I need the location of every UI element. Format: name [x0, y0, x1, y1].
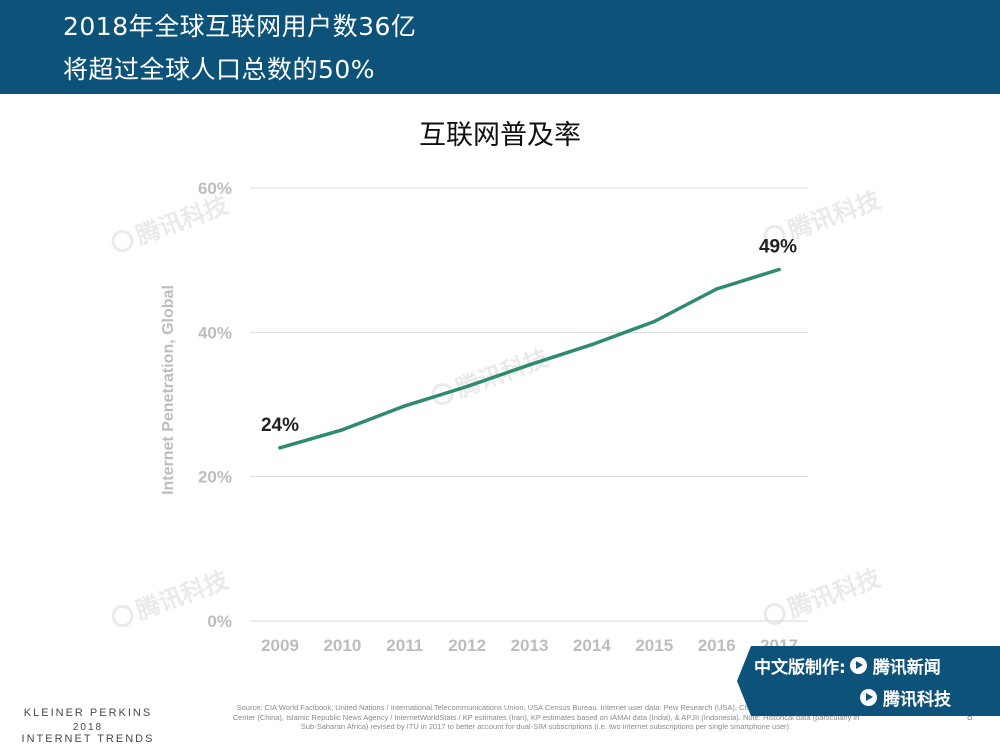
header-title-line2: 将超过全球人口总数的50%	[63, 55, 376, 84]
badge-row-news: 中文版制作: 腾讯新闻	[754, 653, 941, 678]
x-tick-label: 2009	[261, 636, 299, 655]
data-point	[590, 342, 594, 347]
y-axis-label: Internet Penetration, Global	[160, 285, 177, 495]
data-point	[714, 287, 719, 291]
x-tick-label: 2010	[323, 636, 361, 655]
series-line	[278, 267, 781, 450]
y-tick-label: 0%	[207, 612, 232, 631]
data-point	[652, 319, 656, 324]
x-tick-label: 2015	[635, 636, 673, 655]
badge-row-tech: 腾讯科技	[856, 685, 951, 710]
header-title-line1: 2018年全球互联网用户数36亿	[63, 12, 417, 41]
data-point	[527, 363, 532, 367]
data-point	[465, 384, 469, 389]
badge-label: 中文版制作:	[754, 658, 846, 678]
x-tick-label: 2013	[511, 636, 549, 655]
data-point	[340, 428, 345, 432]
data-point	[278, 446, 282, 450]
chart-title: 互联网普及率	[419, 120, 581, 151]
tencent-play-icon	[849, 657, 867, 674]
footer-brand-year: 2018	[72, 722, 104, 733]
data-point	[403, 404, 407, 408]
y-tick-label: 60%	[198, 179, 232, 198]
header-bar: 2018年全球互联网用户数36亿 将超过全球人口总数的50%	[0, 0, 1000, 94]
data-label: 49%	[759, 237, 797, 258]
source-note: Source: CIA World Factbook, United Natio…	[232, 703, 860, 731]
badge-brand-news: 腾讯新闻	[872, 658, 941, 678]
y-tick-label: 40%	[198, 323, 232, 342]
footer-brand-report: INTERNET TRENDS	[21, 733, 155, 745]
data-point	[777, 267, 781, 272]
x-tick-label: 2011	[386, 636, 423, 655]
x-tick-label: 2014	[573, 636, 611, 655]
x-tick-label: 2016	[698, 636, 736, 655]
x-tick-label: 2012	[448, 636, 486, 655]
data-label: 24%	[261, 415, 299, 436]
page-number: 8	[967, 712, 973, 723]
y-tick-label: 20%	[198, 468, 232, 487]
tencent-play-icon	[860, 689, 877, 706]
badge-brand-tech: 腾讯科技	[883, 690, 951, 710]
footer-brand-name: KLEINER PERKINS	[23, 707, 153, 719]
